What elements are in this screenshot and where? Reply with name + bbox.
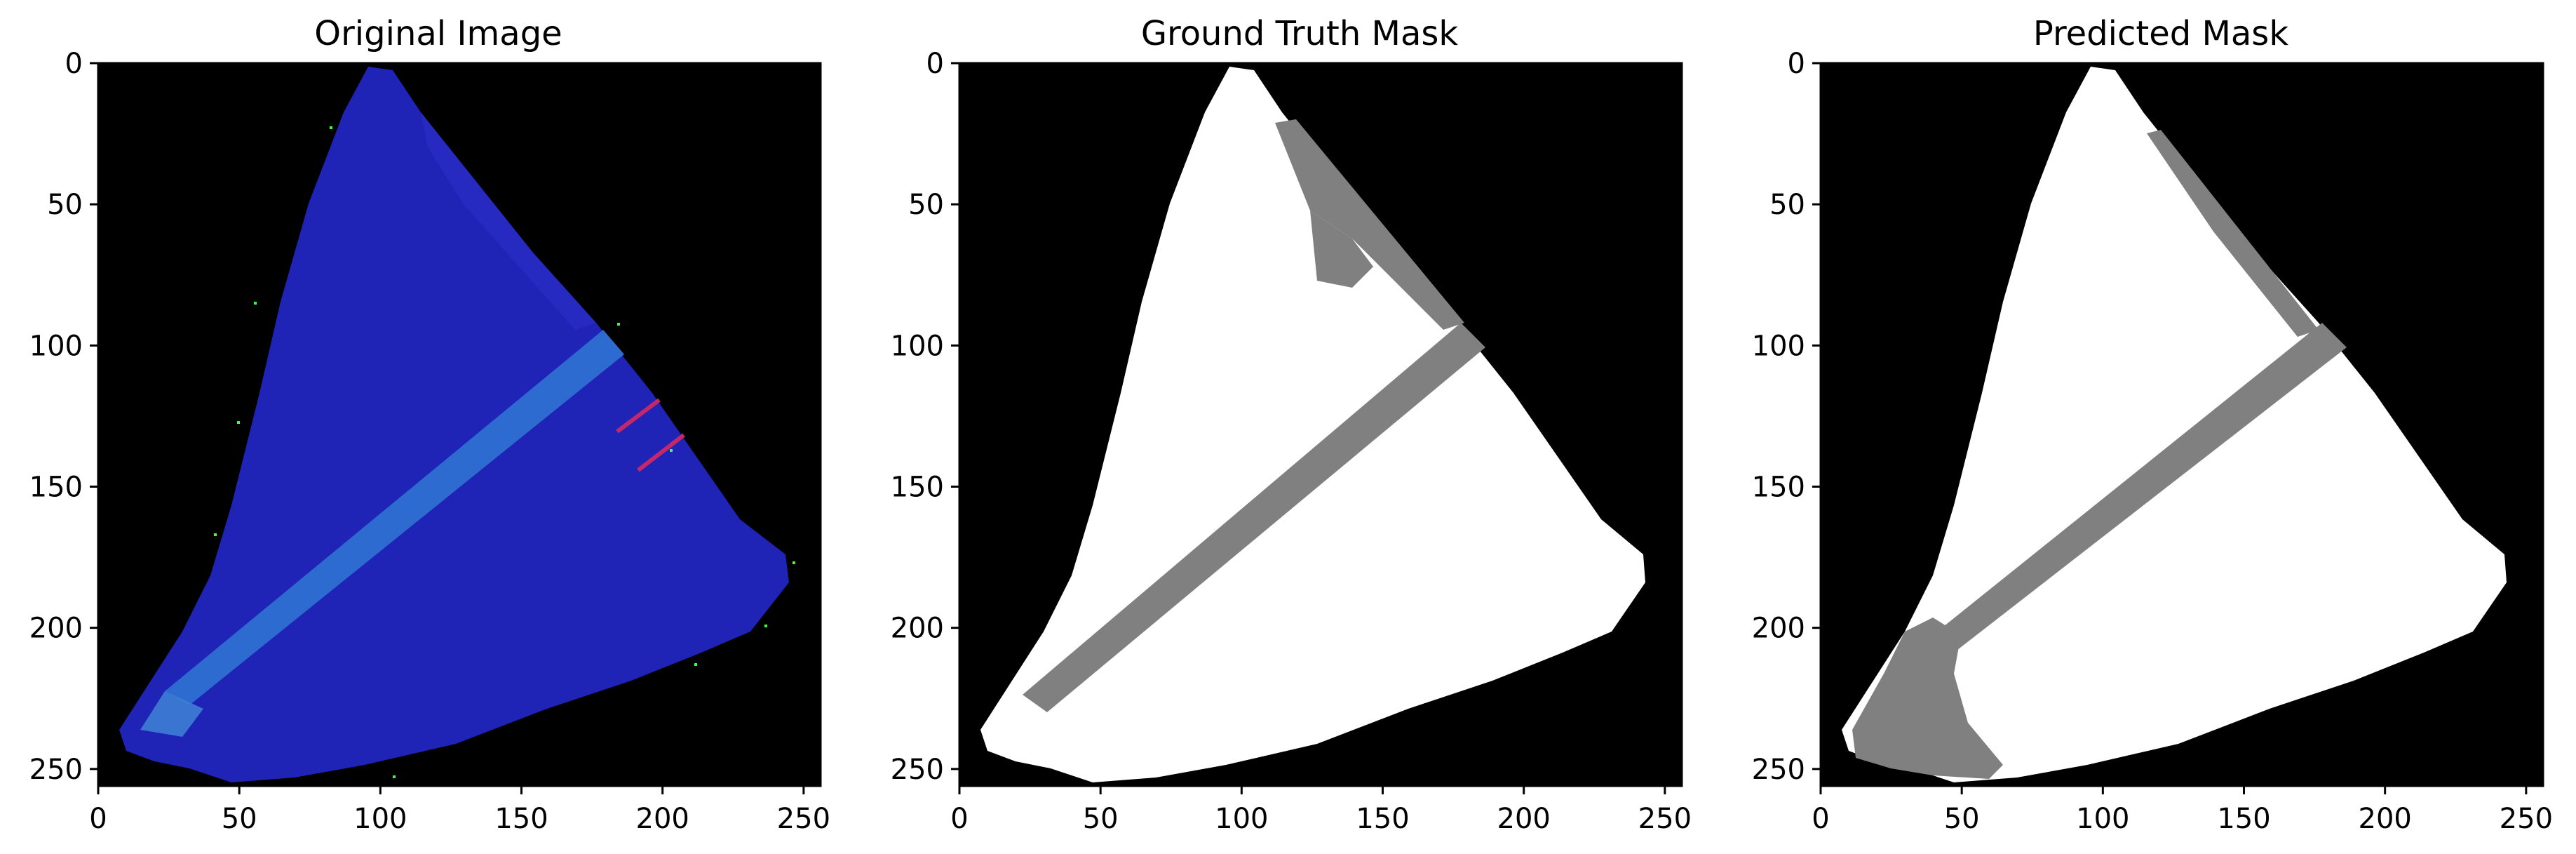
- y-tick-label: 200: [1752, 613, 1805, 645]
- red-mark: [616, 398, 661, 434]
- x-tick-label: 250: [1638, 803, 1692, 835]
- y-tick-label: 100: [1752, 330, 1805, 362]
- tissue-highlight: [421, 112, 596, 330]
- y-tick-label: 250: [29, 754, 83, 786]
- axes-frame: [1819, 62, 2544, 787]
- y-tick-label: 0: [65, 48, 83, 80]
- mask-gray-stripe: [1933, 323, 2347, 653]
- y-tick-label: 100: [29, 330, 83, 362]
- x-tick-label: 100: [353, 803, 407, 835]
- y-tick-label: 150: [1752, 472, 1805, 504]
- y-tick-label: 50: [1769, 189, 1805, 221]
- mask-gray-stripe: [1023, 323, 1485, 712]
- x-tick-label: 200: [2359, 803, 2412, 835]
- x-tick-label: 200: [1497, 803, 1551, 835]
- x-tick-label: 100: [2076, 803, 2129, 835]
- mask-gray-upper: [2147, 130, 2319, 337]
- x-tick-label: 0: [89, 803, 107, 835]
- y-tick-label: 0: [1788, 48, 1805, 80]
- y-tick-label: 150: [891, 472, 944, 504]
- x-tick-label: 250: [777, 803, 830, 835]
- y-tick-label: 150: [29, 472, 83, 504]
- x-tick-label: 250: [2500, 803, 2553, 835]
- panel-predicted-mask: Predicted Mask 0 50 100 150 200 250 0 50 100 150 2…: [1722, 0, 2564, 854]
- y-tick-label: 250: [891, 754, 944, 786]
- tissue-stripe-lower: [140, 691, 203, 737]
- panel-ground-truth-mask: Ground Truth Mask 0 50 100 150 200 250 0 50 100 1…: [861, 0, 1703, 854]
- x-tick-label: 0: [950, 803, 968, 835]
- axes-frame: [958, 62, 1683, 787]
- x-tick-label: 150: [494, 803, 548, 835]
- y-tick-label: 250: [1752, 754, 1805, 786]
- mask-gray-lower-left: [1852, 618, 2003, 779]
- y-tick-label: 50: [908, 189, 944, 221]
- x-tick-label: 50: [1944, 803, 1980, 835]
- mask-gray-upper: [1275, 119, 1464, 330]
- x-tick-label: 150: [1356, 803, 1409, 835]
- x-tick-label: 50: [1083, 803, 1119, 835]
- axes-frame: [97, 62, 822, 787]
- y-tick-label: 200: [891, 613, 944, 645]
- panel-title: Predicted Mask: [2032, 14, 2289, 53]
- x-tick-label: 0: [1812, 803, 1829, 835]
- y-tick-label: 200: [29, 613, 83, 645]
- x-tick-label: 50: [222, 803, 257, 835]
- panel-original-image: Original Image 0 50 100 150 200 250 0 50 100 150 2…: [0, 0, 842, 854]
- x-tick-label: 100: [1215, 803, 1268, 835]
- tissue-stripe: [165, 330, 624, 705]
- panel-title: Original Image: [314, 14, 562, 53]
- red-mark: [637, 433, 685, 472]
- y-tick-label: 50: [47, 189, 83, 221]
- y-tick-label: 100: [891, 330, 944, 362]
- panel-title: Ground Truth Mask: [1140, 14, 1459, 53]
- x-tick-label: 150: [2217, 803, 2270, 835]
- y-tick-label: 0: [926, 48, 944, 80]
- x-tick-label: 200: [636, 803, 689, 835]
- mask-gray-upper-blob: [1310, 211, 1373, 288]
- green-speckles: [214, 126, 795, 778]
